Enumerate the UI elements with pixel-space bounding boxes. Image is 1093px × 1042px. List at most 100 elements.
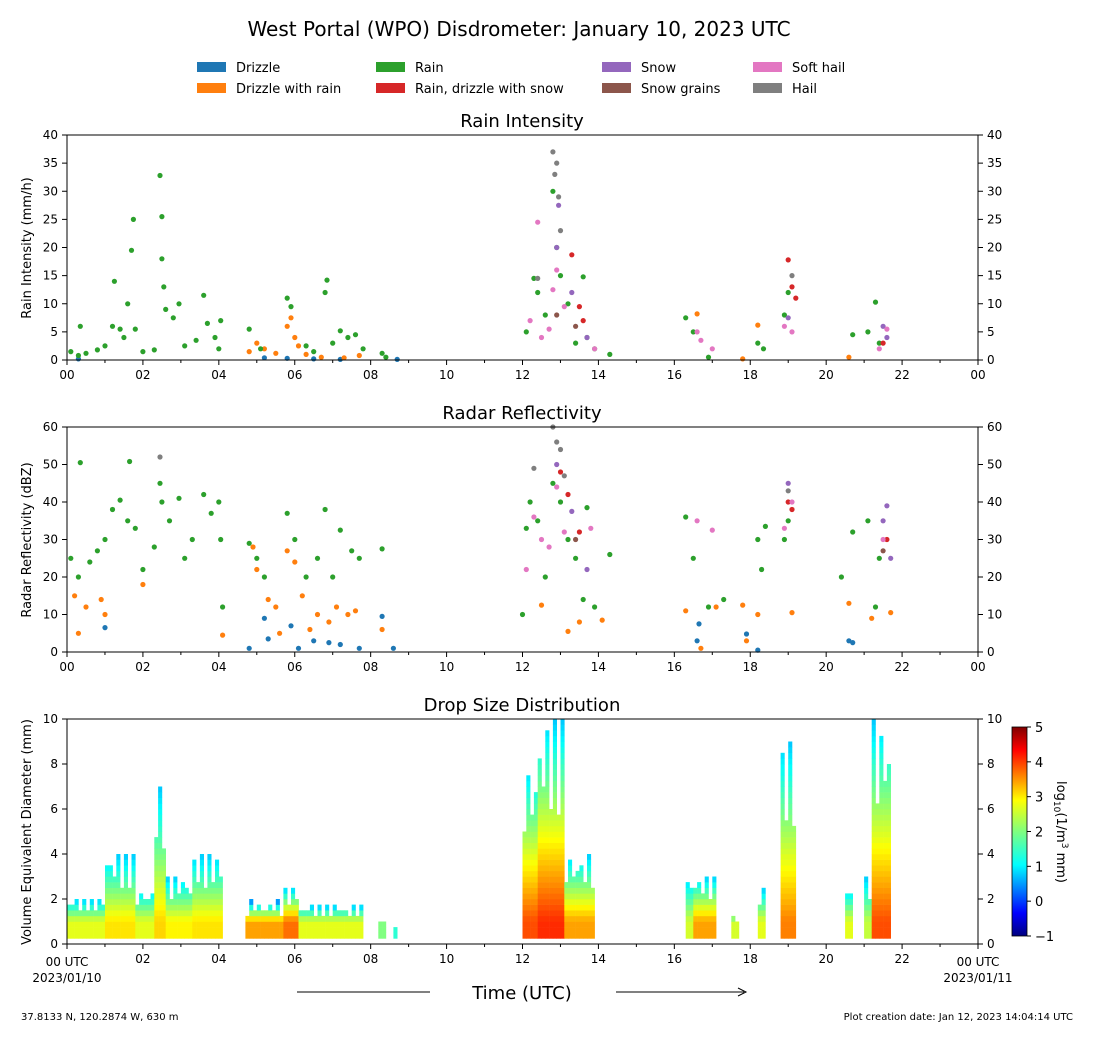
heatmap-cell xyxy=(845,899,850,905)
heatmap-cell xyxy=(207,910,212,917)
heatmap-cell xyxy=(871,735,876,742)
heatmap-cell xyxy=(700,893,705,900)
data-point xyxy=(781,323,788,329)
data-point xyxy=(314,611,321,618)
data-point xyxy=(755,611,761,618)
heatmap-cell xyxy=(784,848,789,855)
heatmap-cell xyxy=(158,893,163,900)
heatmap-cell xyxy=(537,870,542,877)
heatmap-cell xyxy=(207,870,212,877)
heatmap-cell xyxy=(245,927,250,933)
heatmap-cell xyxy=(211,921,216,928)
heatmap-cell xyxy=(116,870,121,877)
heatmap-cell xyxy=(154,932,159,939)
data-point xyxy=(690,329,696,335)
heatmap-cell xyxy=(340,921,345,928)
heatmap-cell xyxy=(552,780,557,787)
heatmap-cell xyxy=(522,870,527,877)
heatmap-cell xyxy=(161,932,166,939)
heatmap-cell xyxy=(568,921,573,928)
heatmap-cell xyxy=(82,910,87,917)
heatmap-cell xyxy=(871,730,876,737)
heatmap-cell xyxy=(788,758,793,765)
heatmap-cell xyxy=(537,882,542,888)
rain-intensity-points xyxy=(68,149,890,362)
heatmap-cell xyxy=(537,797,542,804)
heatmap-cell xyxy=(568,870,573,877)
data-point xyxy=(698,337,704,343)
heatmap-cell xyxy=(526,921,531,928)
heatmap-cell xyxy=(279,921,284,928)
heatmap-cell xyxy=(522,915,527,922)
heatmap-cell xyxy=(180,921,185,928)
heatmap-cell xyxy=(522,904,527,911)
heatmap-cell xyxy=(579,927,584,933)
heatmap-cell xyxy=(127,899,132,905)
heatmap-cell xyxy=(530,899,535,905)
heatmap-cell xyxy=(158,904,163,911)
drop-size-ylabel: Volume Equivalent Diameter (mm) xyxy=(20,719,35,945)
heatmap-cell xyxy=(211,882,216,888)
heatmap-cell xyxy=(309,904,314,911)
heatmap-cell xyxy=(180,932,185,939)
heatmap-cell xyxy=(704,876,709,883)
heatmap-cell xyxy=(579,893,584,900)
data-point xyxy=(592,346,598,352)
heatmap-cell xyxy=(552,786,557,793)
heatmap-cell xyxy=(328,915,333,922)
data-point xyxy=(755,536,761,543)
heatmap-cell xyxy=(708,904,713,911)
heatmap-cell xyxy=(344,932,349,939)
heatmap-cell xyxy=(564,882,569,888)
heatmap-cell xyxy=(533,814,538,821)
heatmap-cell xyxy=(192,899,197,905)
heatmap-cell xyxy=(883,786,888,793)
heatmap-cell xyxy=(180,910,185,917)
colorbar-tick-label: −1 xyxy=(1035,930,1054,945)
heatmap-cell xyxy=(184,893,189,900)
heatmap-cell xyxy=(700,921,705,928)
heatmap-cell xyxy=(203,887,208,894)
heatmap-cell xyxy=(211,932,216,939)
heatmap-cell xyxy=(526,820,531,827)
data-point xyxy=(295,645,302,651)
heatmap-cell xyxy=(560,724,565,731)
heatmap-cell xyxy=(784,842,789,849)
heatmap-cell xyxy=(549,915,554,922)
heatmap-cell xyxy=(306,910,311,917)
heatmap-cell xyxy=(530,927,535,933)
heatmap-cell xyxy=(875,910,880,917)
heatmap-cell xyxy=(67,910,72,917)
data-point xyxy=(379,546,385,552)
heatmap-cell xyxy=(883,882,888,888)
heatmap-cell xyxy=(560,775,565,782)
heatmap-cell xyxy=(883,848,888,855)
heatmap-cell xyxy=(207,904,212,911)
heatmap-cell xyxy=(89,927,94,933)
heatmap-cell xyxy=(560,764,565,770)
heatmap-cell xyxy=(101,910,106,917)
heatmap-cell xyxy=(552,735,557,742)
heatmap-cell xyxy=(871,870,876,877)
heatmap-cell xyxy=(545,752,550,759)
heatmap-cell xyxy=(871,825,876,832)
heatmap-cell xyxy=(294,899,299,905)
heatmap-cell xyxy=(268,932,273,939)
heatmap-cell xyxy=(575,876,580,883)
heatmap-cell xyxy=(211,899,216,905)
y-tick-label: 6 xyxy=(987,802,995,816)
heatmap-cell xyxy=(560,921,565,928)
heatmap-cell xyxy=(86,932,91,939)
heatmap-cell xyxy=(693,910,698,917)
heatmap-cell xyxy=(203,893,208,900)
heatmap-cell xyxy=(207,932,212,939)
heatmap-cell xyxy=(788,927,793,933)
heatmap-cell xyxy=(139,899,144,905)
data-point xyxy=(157,454,163,460)
heatmap-cell xyxy=(123,859,128,866)
heatmap-cell xyxy=(792,910,797,917)
heatmap-cell xyxy=(552,859,557,866)
data-point xyxy=(303,574,309,580)
heatmap-cell xyxy=(689,904,694,911)
heatmap-cell xyxy=(537,904,542,911)
